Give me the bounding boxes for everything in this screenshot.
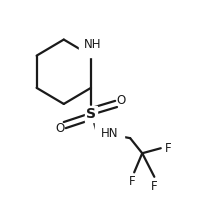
Text: O: O [116, 95, 126, 108]
Text: O: O [55, 122, 64, 135]
Text: S: S [86, 107, 96, 121]
Text: F: F [129, 175, 135, 188]
Text: F: F [151, 180, 158, 193]
Text: HN: HN [101, 127, 119, 140]
Text: F: F [164, 142, 171, 155]
Text: NH: NH [84, 38, 102, 51]
